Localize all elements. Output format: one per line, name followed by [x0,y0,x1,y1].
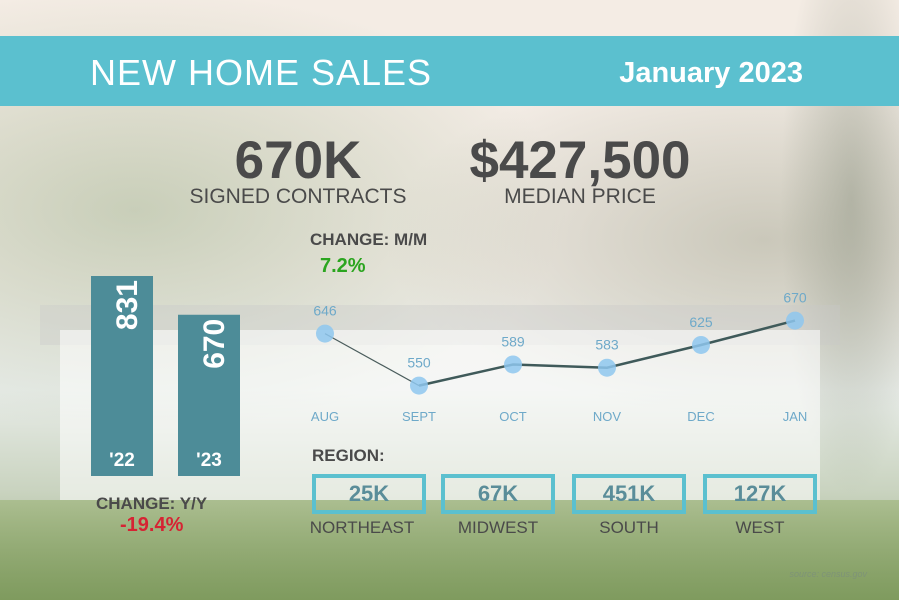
change-mm-label: CHANGE: M/M [310,230,428,249]
background-lawn [0,500,899,600]
change-yy-label: CHANGE: Y/Y [96,494,208,513]
region-south-box: 451K [572,474,686,514]
region-northeast-box: 25K [312,474,426,514]
change-mm-value: 7.2% [320,255,366,277]
page-title: NEW HOME SALES [90,52,433,93]
region-heading: REGION: [312,446,385,465]
region-south-label: SOUTH [599,518,659,537]
signed-contracts-value: 670K [234,131,362,190]
median-price-label: MEDIAN PRICE [504,185,656,208]
change-yy-value: -19.4% [120,514,184,536]
median-price-value: $427,500 [469,131,691,190]
title-banner [0,36,899,106]
source-note: source: census.gov [789,569,867,579]
signed-contracts-label: SIGNED CONTRACTS [189,185,407,208]
region-west-box: 127K [703,474,817,514]
region-northeast-label: NORTHEAST [309,518,415,537]
region-west-label: WEST [735,518,785,537]
region-midwest-label: MIDWEST [457,518,539,537]
report-date: January 2023 [619,57,803,89]
region-midwest-box: 67K [441,474,555,514]
